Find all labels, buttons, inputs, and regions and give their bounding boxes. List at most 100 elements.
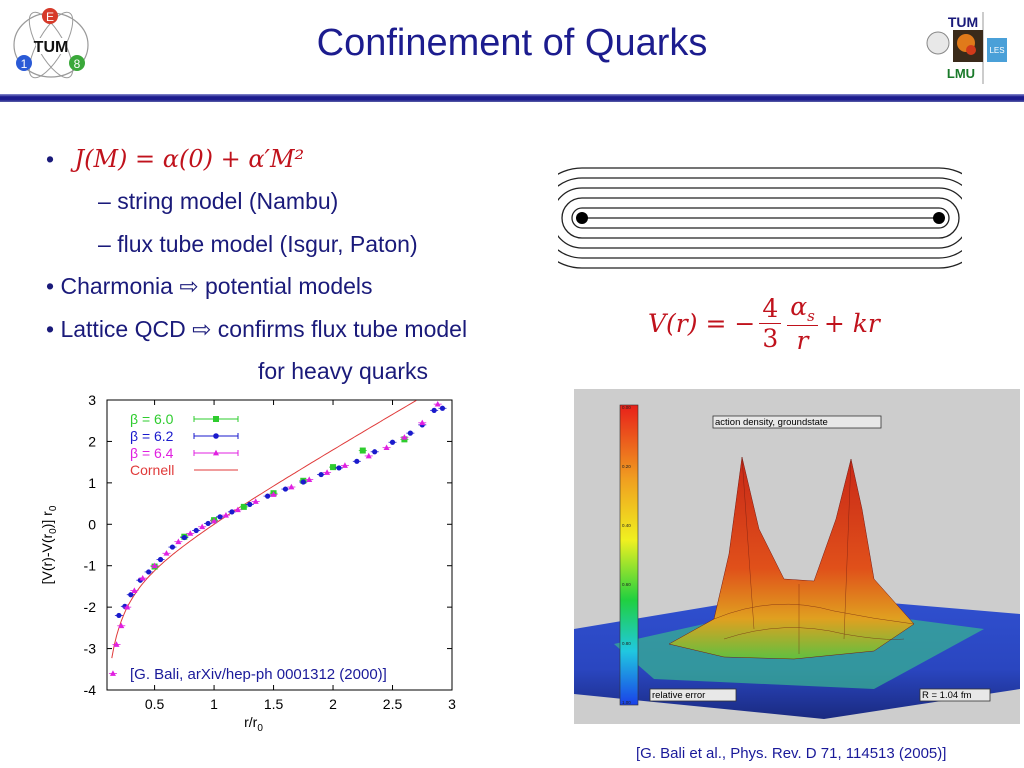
logo-tum-text: TUM: [34, 39, 69, 56]
data-point: [282, 486, 289, 492]
y-tick-label: -2: [84, 599, 97, 615]
data-point: [318, 471, 324, 478]
data-point: [431, 407, 437, 413]
legend-label: β = 6.2: [130, 428, 174, 444]
legend-label: β = 6.4: [130, 445, 174, 461]
data-point: [193, 527, 199, 534]
data-point: [439, 405, 446, 411]
svg-text:8: 8: [74, 57, 81, 71]
regge-formula: J(M) = α(0) + α′M²: [74, 145, 305, 173]
data-point: [306, 476, 313, 482]
data-point: [372, 449, 378, 455]
arrow-icon: ⇨: [192, 316, 212, 342]
data-point: [341, 462, 348, 468]
cluster-logo: TUM LES LMU: [926, 12, 1007, 84]
plot-frame: [106, 399, 453, 691]
quark-dot: [576, 212, 588, 224]
y-tick-label: -3: [84, 641, 97, 657]
bullet-lattice: • Lattice QCD ⇨ confirms flux tube model: [46, 316, 468, 342]
y-tick-label: 1: [88, 475, 96, 491]
colorbar-tick-label: 1.00: [622, 700, 631, 705]
x-tick-label: 2: [329, 696, 337, 712]
data-point: [113, 641, 120, 647]
data-point: [205, 520, 211, 527]
legend-marker: [213, 449, 219, 456]
data-point: [229, 509, 235, 515]
svg-text:1: 1: [21, 57, 28, 71]
colorbar-tick-label: 0.40: [622, 523, 631, 528]
data-point: [300, 479, 306, 485]
y-tick-label: 2: [88, 433, 96, 449]
bullet-regge: • J(M) = α(0) + α′M²: [46, 145, 305, 173]
bullet-heavy-quarks: for heavy quarks: [258, 358, 429, 384]
data-point: [157, 556, 164, 563]
colorbar-tick-label: 0.60: [622, 582, 631, 587]
legend-marker: [213, 416, 219, 422]
render-label-bottom-right: R = 1.04 fm: [922, 690, 971, 701]
data-point: [365, 452, 372, 459]
bullet-charmonia: • Charmonia ⇨ potential models: [46, 273, 373, 299]
data-point: [211, 517, 218, 524]
logo-tum-text: TUM: [948, 14, 978, 30]
data-point: [330, 464, 337, 471]
data-point: [383, 444, 390, 451]
data-point: [146, 569, 152, 575]
data-point: [389, 439, 396, 445]
data-point: [163, 550, 170, 556]
action-density-render: 0.00 0.20 0.40 0.60 0.80 1.00 action density,…: [574, 389, 1020, 724]
data-point: [139, 574, 146, 581]
color-scale-bar: [619, 404, 639, 706]
svg-text:LES: LES: [989, 46, 1004, 55]
data-point: [359, 447, 366, 454]
potential-formula: V(r) = − 4 3 αs r + kr: [648, 292, 880, 355]
data-point: [401, 434, 408, 440]
x-tick-label: 1: [210, 696, 218, 712]
data-point: [175, 538, 182, 545]
data-point: [124, 603, 131, 610]
y-tick-label: 0: [88, 516, 96, 532]
data-point: [187, 530, 194, 536]
y-tick-label: 3: [88, 392, 96, 408]
data-point: [199, 523, 206, 530]
data-point: [252, 498, 259, 504]
data-point: [247, 501, 253, 507]
data-point: [181, 534, 187, 541]
cornell-curve: [111, 399, 417, 659]
render-label-bottom-left: relative error: [652, 690, 705, 701]
y-tick-label: -4: [84, 682, 97, 698]
render-label-top: action density, groundstate: [715, 417, 828, 428]
colorbar-tick-label: 0.80: [622, 641, 631, 646]
svg-text:LMU: LMU: [947, 66, 975, 81]
data-point: [234, 506, 241, 513]
data-point: [434, 400, 441, 407]
data-point: [270, 491, 277, 497]
data-point: [131, 587, 138, 593]
legend-label: Cornell: [130, 462, 174, 478]
x-axis-label: r/r0: [244, 714, 263, 734]
tum-e18-logo: TUM E 1 8: [13, 8, 89, 79]
data-point: [354, 458, 360, 464]
legend-label: β = 6.0: [130, 411, 174, 427]
svg-text:E: E: [46, 10, 54, 24]
data-point: [265, 493, 271, 499]
x-tick-label: 3: [448, 696, 456, 712]
data-point: [169, 544, 176, 550]
flux-tube-diagram: [558, 167, 962, 269]
data-point: [217, 514, 223, 520]
data-point: [336, 465, 342, 471]
y-tick-label: -1: [84, 558, 97, 574]
data-point: [109, 670, 116, 676]
antiquark-dot: [933, 212, 945, 224]
x-tick-label: 2.5: [383, 696, 403, 712]
data-point: [118, 622, 125, 629]
x-tick-label: 1.5: [264, 696, 284, 712]
data-point: [324, 469, 331, 475]
arrow-icon: ⇨: [179, 273, 199, 299]
bullet-flux-tube: – flux tube model (Isgur, Paton): [98, 231, 418, 257]
data-point: [128, 592, 134, 598]
data-point: [116, 612, 122, 619]
legend-marker: [213, 433, 219, 439]
colorbar-tick-label: 0.00: [622, 405, 631, 410]
data-point: [288, 483, 295, 490]
data-point: [407, 430, 413, 436]
